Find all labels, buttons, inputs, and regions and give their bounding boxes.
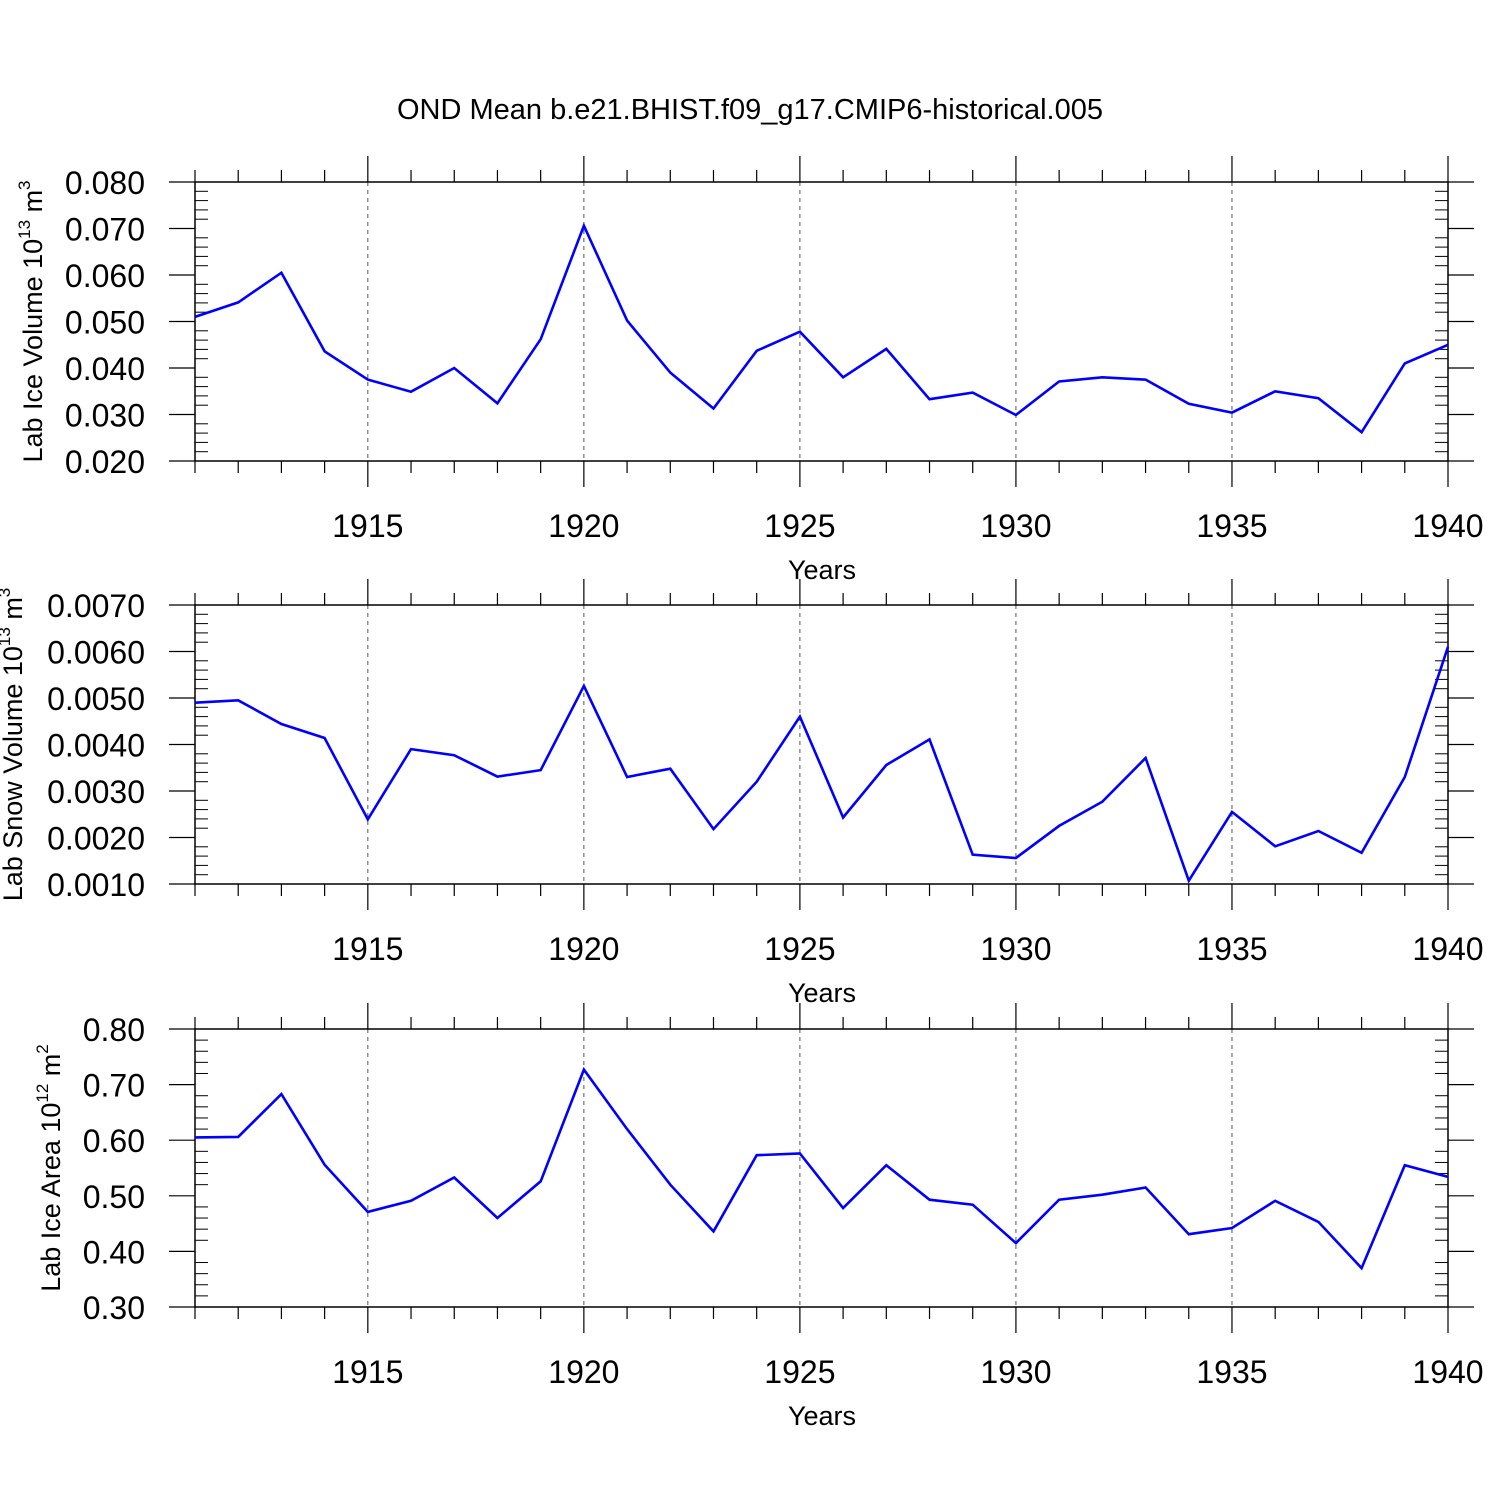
plot-frame	[194, 604, 1449, 885]
chart-panel-2: 0.0010 0.0020 0.0030 0.0040 0.0050 0.0060 0.00…	[0, 579, 1484, 1008]
y-tick-label: 0.60	[83, 1123, 145, 1159]
y-axis-label-main: Lab Snow Volume 10	[0, 646, 28, 901]
x-axis-label: Years	[788, 555, 856, 585]
x-tick-label: 1930	[980, 508, 1051, 544]
y-axis-label-unit: m	[36, 1054, 66, 1084]
chart-panel-1: 0.020 0.030 0.040 0.050 0.060 0.070 0.080 1915 1…	[15, 156, 1484, 585]
x-tick-label: 1940	[1412, 931, 1483, 967]
y-tick-label: 0.0050	[47, 681, 145, 717]
y-axis-label-main: Lab Ice Area 10	[36, 1103, 66, 1292]
chart-panel-3: 0.30 0.40 0.50 0.60 0.70 0.80 1915 1920 1925 1930…	[33, 1003, 1484, 1431]
y-axis-label-exponent: 12	[33, 1084, 52, 1103]
x-tick-label: 1935	[1196, 508, 1267, 544]
x-tick-label: 1915	[332, 1354, 403, 1390]
y-tick-label: 0.070	[65, 212, 145, 248]
x-tick-label: 1940	[1412, 1354, 1483, 1390]
y-tick-label: 0.50	[83, 1179, 145, 1215]
series-line	[194, 1066, 1449, 1271]
y-tick-label: 0.0020	[47, 821, 145, 857]
x-tick-label: 1920	[548, 931, 619, 967]
y-tick-label: 0.40	[83, 1234, 145, 1270]
y-axis-label: Lab Snow Volume 1013 m3	[0, 588, 28, 902]
y-tick-label: 0.0070	[47, 588, 145, 624]
y-tick-label: 0.060	[65, 258, 145, 294]
y-axis-label-unit-exponent: 2	[33, 1044, 52, 1053]
x-axis-label: Years	[788, 978, 856, 1008]
y-tick-label: 0.040	[65, 351, 145, 387]
x-tick-label: 1925	[764, 931, 835, 967]
y-axis-label-unit: m	[0, 597, 28, 627]
x-tick-label: 1935	[1196, 1354, 1267, 1390]
y-tick-label: 0.020	[65, 444, 145, 480]
x-tick-label: 1940	[1412, 508, 1483, 544]
x-tick-label: 1930	[980, 1354, 1051, 1390]
y-axis-label-main: Lab Ice Volume 10	[18, 239, 48, 463]
x-axis-label: Years	[788, 1401, 856, 1431]
y-tick-label: 0.0060	[47, 635, 145, 671]
x-tick-label: 1925	[764, 508, 835, 544]
y-axis-label-exponent: 13	[15, 220, 34, 239]
series-line	[194, 646, 1450, 884]
plot-frame	[194, 181, 1449, 462]
y-axis-label-exponent: 13	[0, 627, 14, 646]
x-tick-label: 1920	[548, 1354, 619, 1390]
y-axis-label: Lab Ice Volume 1013 m3	[15, 180, 48, 462]
x-tick-label: 1935	[1196, 931, 1267, 967]
y-tick-label: 0.30	[83, 1290, 145, 1326]
plot-frame	[194, 1028, 1449, 1308]
y-tick-label: 0.030	[65, 398, 145, 434]
y-axis-label: Lab Ice Area 1012 m2	[33, 1044, 66, 1292]
y-tick-label: 0.0010	[47, 867, 145, 903]
x-tick-label: 1915	[332, 508, 403, 544]
x-tick-label: 1915	[332, 931, 403, 967]
y-tick-label: 0.0030	[47, 774, 145, 810]
x-tick-label: 1920	[548, 508, 619, 544]
y-tick-label: 0.80	[83, 1012, 145, 1048]
y-axis-label-unit: m	[18, 190, 48, 220]
y-tick-label: 0.080	[65, 165, 145, 201]
y-tick-label: 0.050	[65, 305, 145, 341]
x-tick-label: 1925	[764, 1354, 835, 1390]
x-tick-label: 1930	[980, 931, 1051, 967]
series-line	[194, 222, 1449, 435]
y-axis-label-unit-exponent: 3	[0, 588, 14, 597]
y-tick-label: 0.70	[83, 1068, 145, 1104]
chart-title: OND Mean b.e21.BHIST.f09_g17.CMIP6-histo…	[397, 94, 1103, 126]
chart-panels: 0.020 0.030 0.040 0.050 0.060 0.070 0.080 1915 1…	[0, 156, 1484, 1431]
y-axis-label-unit-exponent: 3	[15, 180, 34, 189]
y-tick-label: 0.0040	[47, 728, 145, 764]
